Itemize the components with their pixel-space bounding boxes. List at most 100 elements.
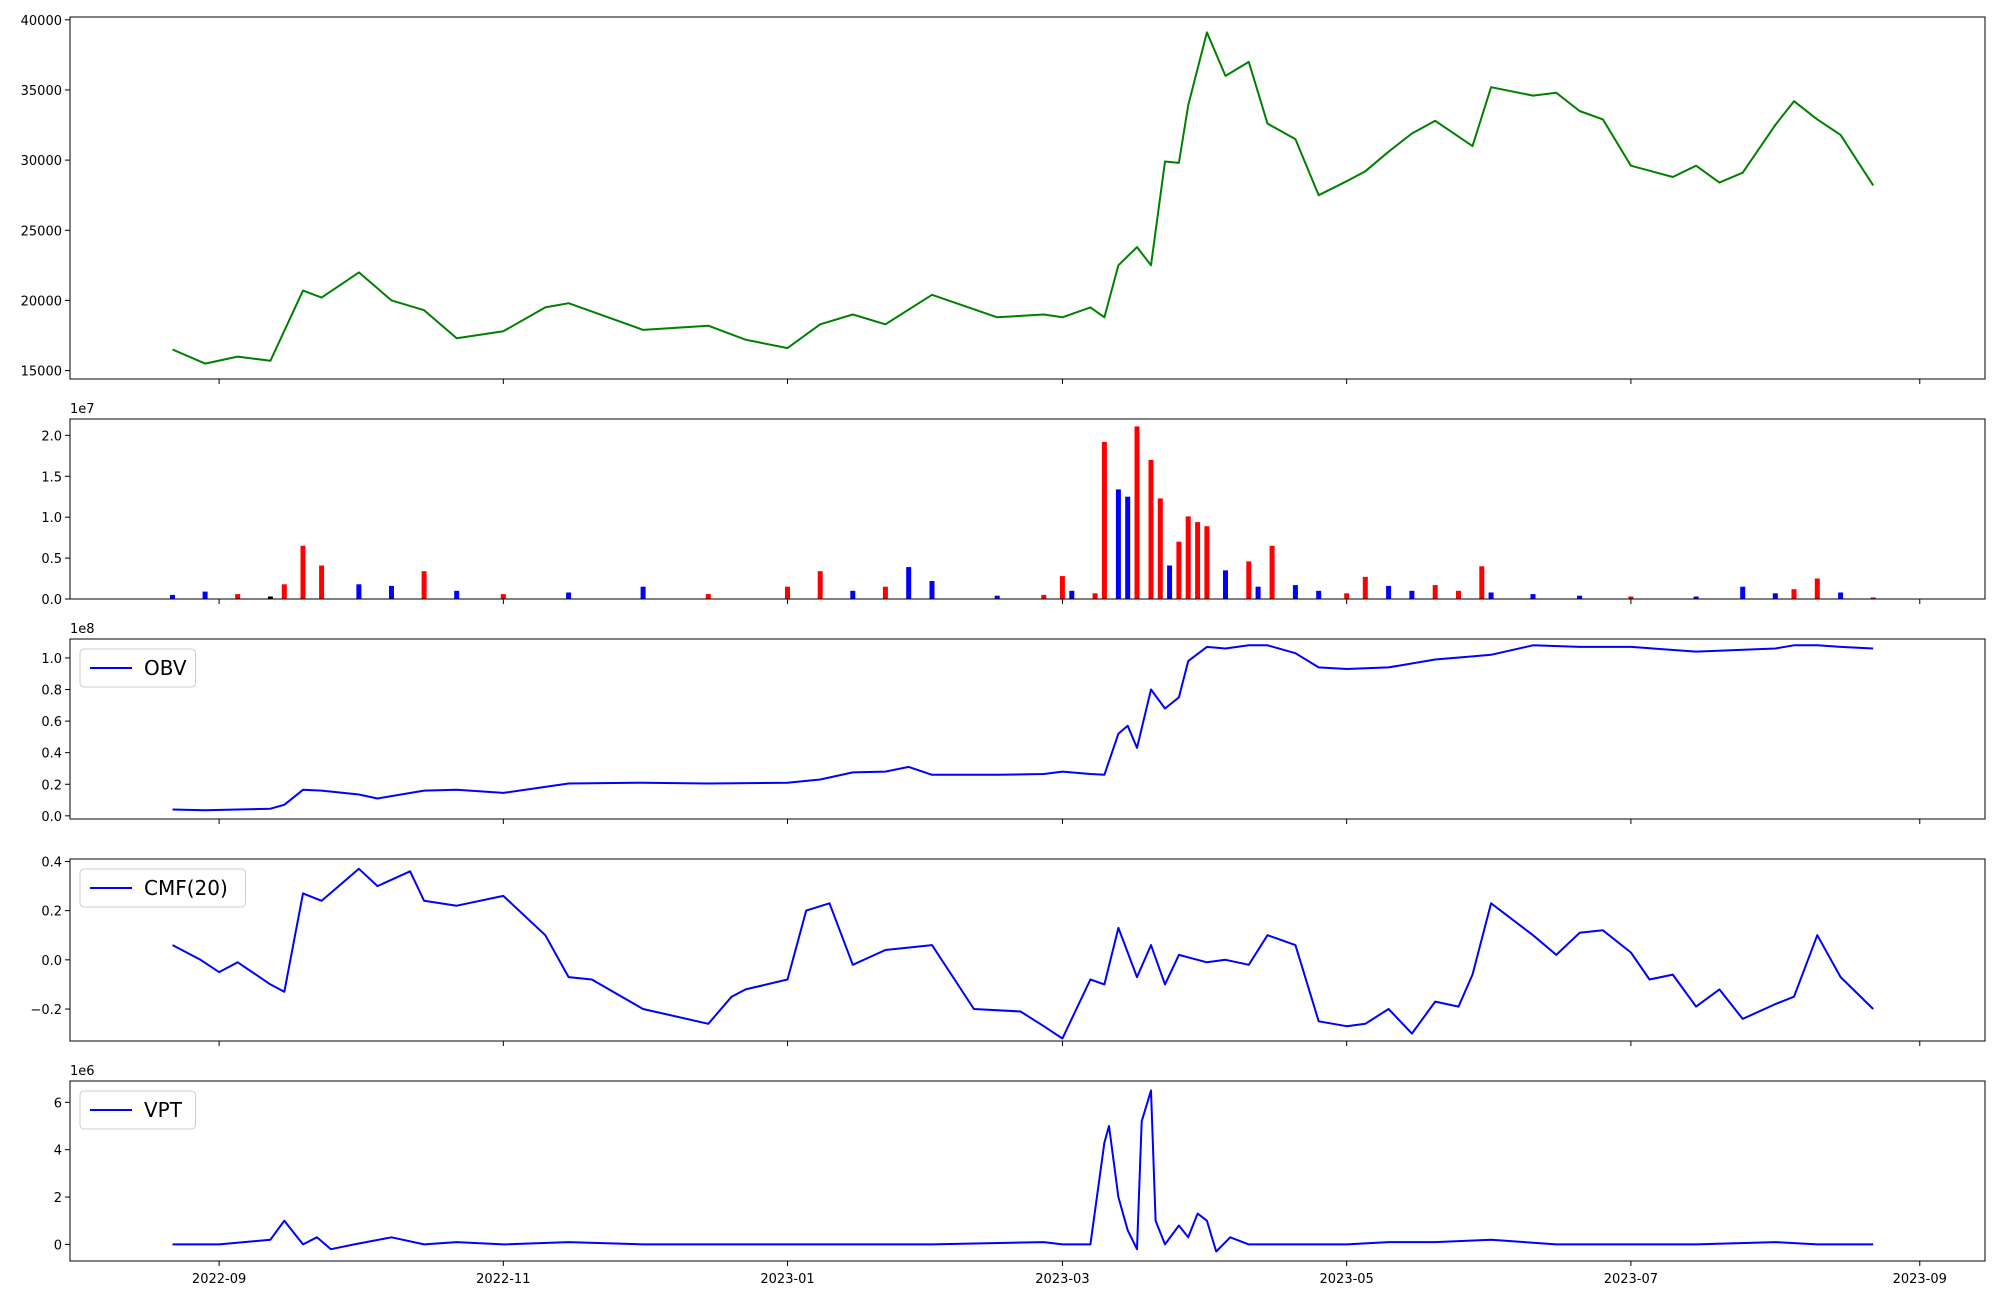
price-ytick-label: 20000 (21, 294, 62, 309)
obv-legend: OBV (79, 648, 196, 688)
volume-bar (1456, 590, 1461, 599)
volume-bar (1479, 566, 1485, 599)
volume-panel: 0.0 0.5 1.0 1.5 2.0 1e7 (41, 402, 1986, 608)
vpt-ytick-label: 6 (54, 1096, 62, 1111)
vpt-legend-label: VPT (144, 1098, 183, 1122)
volume-bar (1316, 590, 1322, 599)
volume-bar (1740, 586, 1746, 599)
volume-axis-multiplier: 1e7 (70, 402, 95, 417)
cmf-panel: −0.2 0.0 0.2 0.4 CMF(20) (30, 855, 1986, 1042)
volume-bar (929, 581, 935, 599)
volume-bar (1814, 578, 1820, 599)
cmf-series-line (172, 867, 1874, 1040)
vpt-legend-box (79, 1090, 196, 1130)
x-tick-label: 2023-03 (1035, 1272, 1089, 1287)
volume-bar (500, 594, 506, 599)
volume-bar (1157, 498, 1163, 599)
volume-bar (319, 565, 325, 599)
volume-bar (1092, 593, 1098, 599)
vpt-ytick-label: 0 (54, 1238, 62, 1253)
volume-bar (882, 586, 888, 599)
volume-bar (1134, 426, 1140, 599)
obv-panel: 0.0 0.2 0.4 0.6 0.8 1.0 1e8 OBV (41, 622, 1986, 825)
obv-legend-box (79, 648, 196, 688)
vpt-ytick-label: 2 (54, 1191, 62, 1206)
volume-bar (454, 590, 460, 599)
obv-ytick-label: 1.0 (41, 652, 62, 667)
volume-bar (202, 591, 208, 599)
volume-bar (1409, 590, 1415, 599)
obv-ytick-label: 0.6 (41, 715, 62, 730)
price-panel: 15000 20000 25000 30000 35000 40000 (21, 14, 1986, 380)
x-tick-label: 2023-07 (1604, 1272, 1658, 1287)
volume-bar (1432, 585, 1438, 599)
volume-bar (705, 594, 711, 599)
volume-bar (1693, 596, 1699, 599)
volume-bar (281, 584, 287, 599)
volume-bar (1041, 594, 1047, 599)
volume-bar (170, 594, 175, 599)
cmf-legend: CMF(20) (79, 868, 246, 908)
price-series-line (172, 31, 1875, 365)
volume-bar (1185, 516, 1191, 599)
volume-bar (906, 567, 912, 599)
volume-bar (994, 595, 1000, 599)
volume-bar (1167, 565, 1173, 599)
volume-bar (389, 585, 394, 599)
volume-axes-frame (69, 418, 1986, 600)
volume-bar (850, 590, 856, 599)
volume-bar (267, 596, 273, 599)
volume-bar (1069, 590, 1075, 599)
vpt-ytick-label: 4 (54, 1144, 62, 1159)
volume-bar (1577, 595, 1583, 599)
volume-bar (1204, 526, 1210, 599)
cmf-ytick-label: 0.4 (41, 855, 62, 870)
price-ytick-label: 35000 (21, 84, 62, 99)
volume-bar (1115, 489, 1121, 599)
obv-ytick-label: 0.8 (41, 684, 62, 699)
volume-bar (640, 586, 646, 599)
volume-ytick-label: 2.0 (41, 429, 62, 444)
x-tick-label: 2022-09 (192, 1272, 246, 1287)
subplot-stack: 15000 20000 25000 30000 35000 40000 0.0 0.5 1.0 1… (21, 14, 1986, 1287)
volume-bar (1344, 593, 1350, 599)
cmf-legend-label: CMF(20) (144, 876, 228, 900)
volume-bar (1628, 596, 1634, 599)
obv-series-line (172, 644, 1874, 812)
price-axes-frame (69, 16, 1986, 380)
volume-bar (817, 571, 823, 599)
obv-legend-label: OBV (144, 656, 187, 680)
obv-ytick-label: 0.4 (41, 747, 62, 762)
volume-bar (235, 594, 241, 599)
volume-bar (1292, 585, 1298, 599)
volume-ytick-label: 0.0 (41, 593, 62, 608)
x-tick-label: 2023-01 (760, 1272, 814, 1287)
x-tick-label: 2022-11 (476, 1272, 530, 1287)
volume-bar (1125, 496, 1131, 599)
vpt-axis-multiplier: 1e6 (70, 1064, 95, 1079)
price-ytick-label: 40000 (21, 14, 62, 29)
volume-ytick-label: 1.0 (41, 511, 62, 526)
volume-bar (1246, 561, 1252, 599)
volume-bar (356, 584, 362, 599)
volume-bar (1195, 522, 1201, 599)
vpt-panel: 0 2 4 6 1e6 VPT (54, 1064, 1986, 1262)
volume-bar (1059, 576, 1065, 599)
x-axis: 2022-09 2022-11 2023-01 2023-03 2023-05 2023-… (192, 379, 1947, 1287)
obv-ytick-label: 0.2 (41, 778, 62, 793)
volume-bar (1838, 592, 1844, 599)
volume-bar (421, 571, 427, 599)
vpt-axes-frame (69, 1080, 1986, 1262)
price-ytick-label: 15000 (21, 365, 62, 380)
vpt-legend: VPT (79, 1090, 196, 1130)
volume-bar (1255, 586, 1261, 599)
volume-ytick-label: 0.5 (41, 552, 62, 567)
cmf-ytick-label: 0.2 (41, 905, 62, 920)
volume-bar (1176, 541, 1182, 599)
volume-bar (1386, 585, 1392, 599)
x-tick-label: 2023-05 (1320, 1272, 1374, 1287)
cmf-axes-frame (69, 858, 1986, 1042)
volume-bar (1488, 592, 1494, 599)
